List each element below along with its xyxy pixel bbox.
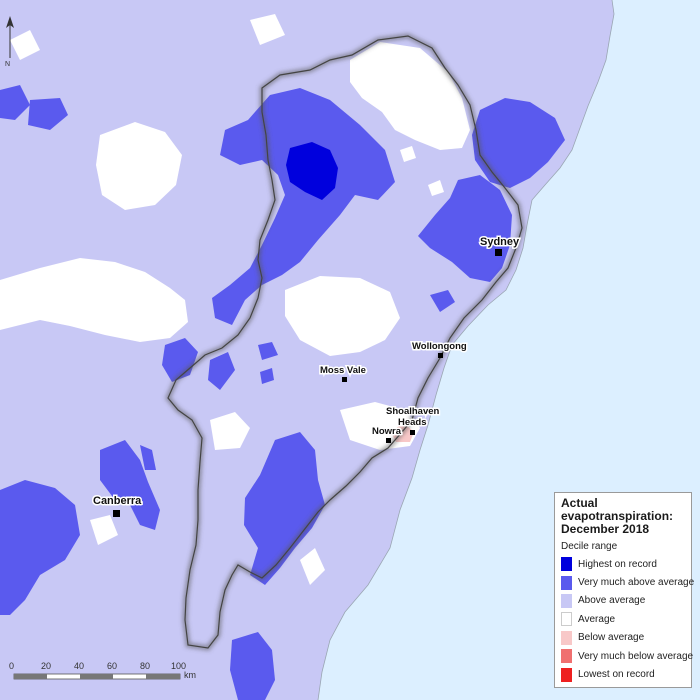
legend-swatch (561, 593, 572, 608)
legend-item: Lowest on record (561, 665, 685, 683)
scale-tick-80: 80 (140, 661, 150, 671)
scale-tick-40: 40 (74, 661, 84, 671)
scale-bar: 0 20 40 60 80 100 km (9, 661, 196, 680)
legend-item-label: Lowest on record (578, 669, 655, 681)
scale-tick-0: 0 (9, 661, 14, 671)
legend-swatch (561, 575, 572, 590)
coastline (317, 0, 615, 700)
legend-item: Very much below average (561, 647, 693, 665)
legend-item-label: Average (578, 613, 616, 625)
north-arrow-icon: N (5, 16, 14, 68)
sydney-label: Sydney (480, 236, 520, 248)
shoalhaven-label: Shoalhaven (386, 406, 440, 417)
legend-swatch (561, 630, 572, 645)
sydney-marker (495, 249, 502, 256)
highest-on-record-region (286, 142, 338, 200)
scale-unit: km (184, 670, 196, 680)
legend: Actual evapotranspiration: December 2018… (554, 492, 694, 688)
basin-boundary (165, 33, 525, 651)
moss-vale-label: Moss Vale (320, 365, 366, 376)
legend-item-label: Highest on record (578, 558, 657, 570)
legend-item-label: Very much below average (578, 650, 694, 662)
legend-swatch (561, 667, 572, 682)
legend-title-line3: December 2018 (561, 522, 650, 536)
legend-item: Highest on record (561, 555, 685, 573)
legend-item-label: Below average (578, 632, 645, 644)
scale-tick-20: 20 (41, 661, 51, 671)
scale-tick-100: 100 (171, 661, 186, 671)
north-arrow-label: N (5, 61, 10, 68)
shoalhaven-heads-marker (410, 430, 415, 435)
wollongong-marker (438, 353, 443, 358)
legend-title-line2: evapotranspiration: (561, 509, 674, 523)
moss-vale-marker (342, 377, 347, 382)
wollongong-label: Wollongong (412, 341, 467, 352)
heads-label: Heads (398, 417, 427, 428)
legend-item: Very much above average (561, 573, 694, 591)
average-regions (0, 14, 470, 585)
canberra-label: Canberra (93, 495, 142, 507)
legend-item: Below average (561, 629, 685, 647)
canberra-marker (113, 510, 120, 517)
legend-item: Above average (561, 592, 685, 610)
legend-subtitle: Decile range (561, 541, 618, 552)
legend-swatch (561, 557, 572, 572)
legend-item-label: Above average (578, 595, 646, 607)
scale-tick-60: 60 (107, 661, 117, 671)
legend-swatch (561, 649, 572, 664)
legend-swatch (561, 612, 572, 627)
nowra-label: Nowra (372, 426, 402, 437)
nowra-marker (386, 438, 391, 443)
legend-item: Average (561, 610, 685, 628)
legend-item-label: Very much above average (578, 577, 695, 589)
legend-title-line1: Actual (561, 496, 598, 510)
legend-title: Actual evapotranspiration: December 2018 (561, 497, 685, 536)
